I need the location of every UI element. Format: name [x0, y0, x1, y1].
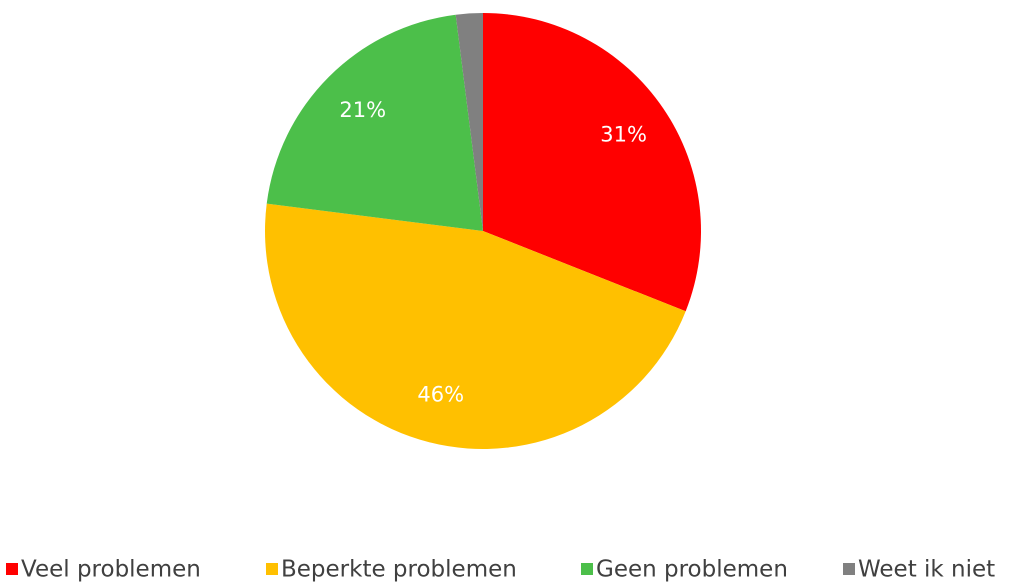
data-label: 31% [600, 122, 647, 146]
pie-slice [266, 14, 483, 232]
pie-slice [265, 203, 686, 449]
legend-label: Weet ik niet [858, 557, 995, 583]
legend-label: Beperkte problemen [281, 557, 517, 583]
data-label: 21% [339, 98, 386, 122]
legend-swatch [266, 563, 278, 575]
pie-slice [455, 13, 483, 231]
data-label: 46% [417, 383, 464, 407]
pie-slice [483, 13, 701, 312]
legend-swatch [6, 563, 18, 575]
legend-swatch [843, 563, 855, 575]
legend-label: Veel problemen [21, 557, 201, 583]
legend-swatch [581, 563, 593, 575]
legend-label: Geen problemen [596, 557, 788, 583]
